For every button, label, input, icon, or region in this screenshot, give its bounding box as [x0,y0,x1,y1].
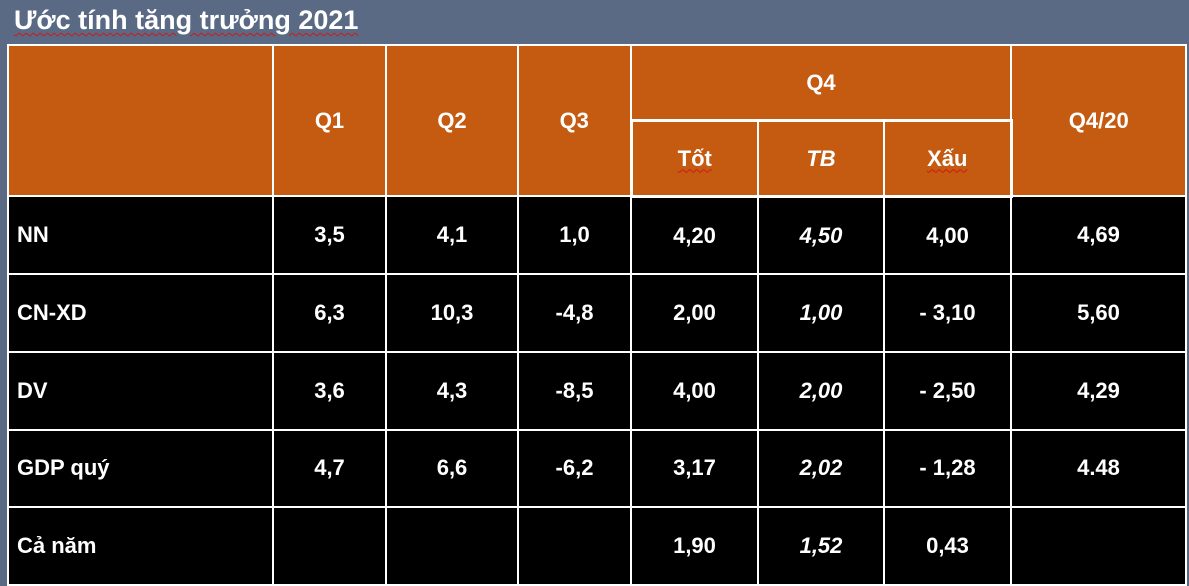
cell-q4-good: 4,00 [630,350,759,431]
cell-q2: 10,3 [385,273,519,353]
cell-q2: 4,1 [385,195,519,276]
cell-q1 [272,506,387,586]
row-label: DV [7,350,274,431]
cell-q4-20: 5,60 [1010,273,1187,353]
header-q4-avg: TB [757,119,885,198]
cell-q1: 4,7 [272,428,387,509]
cell-q4-20: 4.48 [1010,428,1187,509]
cell-q2: 6,6 [385,428,519,509]
cell-q4-bad: - 1,28 [883,428,1012,509]
header-q3: Q3 [517,43,632,198]
header-q2: Q2 [385,43,519,198]
row-label: CN-XD [7,273,274,353]
cell-q4-bad: 4,00 [883,195,1012,276]
table-body: NN 3,5 4,1 1,0 4,20 4,50 4,00 4,69 CN-XD… [7,195,1187,586]
cell-q4-avg: 2,00 [757,350,885,431]
cell-q3: -6,2 [517,428,632,509]
row-label: Cả năm [7,506,274,586]
cell-q4-good: 4,20 [630,195,759,276]
cell-q4-20: 4,29 [1010,350,1187,431]
header-q4-bad: Xấu [883,119,1013,198]
table-row: NN 3,5 4,1 1,0 4,20 4,50 4,00 4,69 [7,195,1187,276]
cell-q4-avg: 1,52 [757,506,885,586]
cell-q3 [517,506,632,586]
cell-q2 [385,506,519,586]
header-row-1: Q1 Q2 Q3 Q4 Q4/20 [7,43,1187,198]
header-q4-good-text: Tốt [677,145,712,171]
cell-q4-20 [1010,506,1187,586]
row-label: GDP quý [7,428,274,509]
header-q1: Q1 [272,43,387,198]
header-q4-good: Tốt [629,119,759,198]
cell-q4-20: 4,69 [1010,195,1187,276]
cell-q4-bad: - 3,10 [883,273,1012,353]
cell-q3: -8,5 [517,350,632,431]
cell-q1: 6,3 [272,273,387,353]
table-row: Cả năm 1,90 1,52 0,43 [7,506,1187,586]
cell-q4-good: 1,90 [630,506,759,586]
cell-q4-good: 3,17 [630,428,759,509]
cell-q4-bad: 0,43 [883,506,1012,586]
growth-estimate-table: Q1 Q2 Q3 Q4 Q4/20 Tốt TB Xấu NN 3,5 4,1 … [7,43,1187,586]
header-q4-bad-text: Xấu [927,145,968,171]
cell-q1: 3,5 [272,195,387,276]
cell-q3: -4,8 [517,273,632,353]
cell-q1: 3,6 [272,350,387,431]
cell-q4-avg: 1,00 [757,273,885,353]
cell-q4-bad: - 2,50 [883,350,1012,431]
cell-q4-good: 2,00 [630,273,759,353]
cell-q3: 1,0 [517,195,632,276]
cell-q2: 4,3 [385,350,519,431]
table-row: DV 3,6 4,3 -8,5 4,00 2,00 - 2,50 4,29 [7,350,1187,431]
slide-title-text: Ước tính tăng trưởng 2021 [14,5,359,35]
header-q4: Q4 [630,44,1012,122]
header-q4-20: Q4/20 [1010,43,1187,198]
header-row-2: Tốt TB Xấu [8,119,1186,198]
cell-q4-avg: 2,02 [757,428,885,509]
table-row: CN-XD 6,3 10,3 -4,8 2,00 1,00 - 3,10 5,6… [7,273,1187,353]
header-corner-cell [7,43,274,198]
row-label: NN [7,195,274,276]
cell-q4-avg: 4,50 [757,195,885,276]
table-row: GDP quý 4,7 6,6 -6,2 3,17 2,02 - 1,28 4.… [7,428,1187,509]
slide-title: Ước tính tăng trưởng 2021 [14,2,358,38]
